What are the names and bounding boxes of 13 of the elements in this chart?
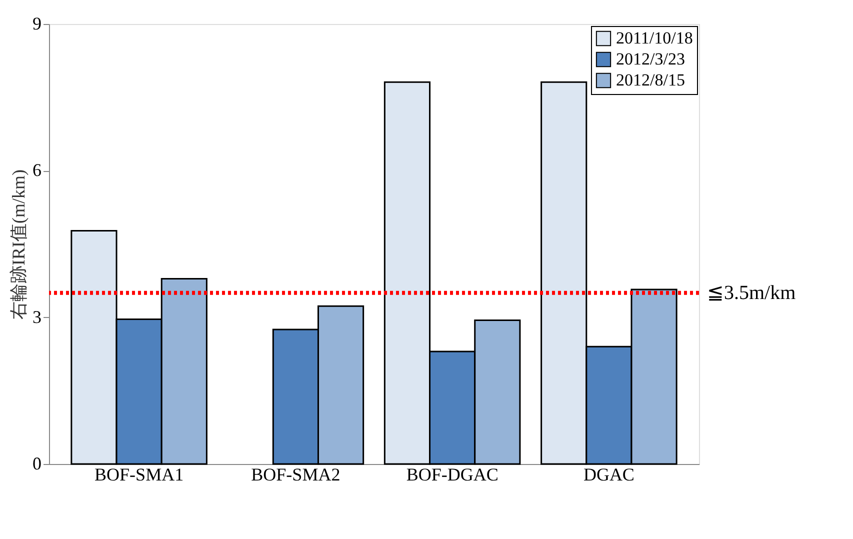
x-tick-label: BOF-SMA2 bbox=[251, 464, 340, 484]
x-tick-label: DGAC bbox=[583, 464, 634, 484]
x-tick-label: BOF-DGAC bbox=[406, 464, 498, 484]
y-tick-label: 6 bbox=[32, 160, 42, 180]
y-tick-label: 9 bbox=[32, 14, 42, 34]
x-tick-label: BOF-SMA1 bbox=[94, 464, 184, 484]
y-tick-label: 3 bbox=[32, 306, 42, 327]
y-axis-title: 右輪跡IRI值(m/km) bbox=[8, 170, 28, 320]
y-tick-label: 0 bbox=[32, 454, 42, 474]
legend-label: 2012/8/15 bbox=[616, 70, 685, 90]
legend-label: 2011/10/18 bbox=[616, 28, 693, 48]
legend-label: 2012/3/23 bbox=[616, 50, 685, 68]
ref-line-label: ≦3.5m/km bbox=[707, 282, 796, 304]
